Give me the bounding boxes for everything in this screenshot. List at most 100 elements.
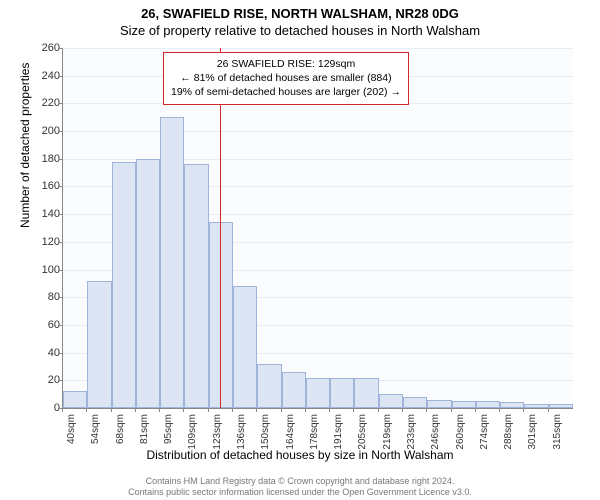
y-tick-label: 40 <box>30 347 60 359</box>
histogram-bar <box>354 378 378 408</box>
y-tick-mark <box>58 76 62 77</box>
y-tick-mark <box>58 48 62 49</box>
histogram-bar <box>160 117 184 408</box>
y-tick-label: 160 <box>30 180 60 192</box>
histogram-bar <box>184 164 208 408</box>
x-tick-label: 109sqm <box>187 414 198 452</box>
histogram-bar <box>330 378 354 408</box>
y-tick-label: 100 <box>30 264 60 276</box>
x-tick-label: 274sqm <box>479 414 490 452</box>
x-tick-mark <box>281 408 282 412</box>
y-tick-mark <box>58 325 62 326</box>
x-tick-mark <box>499 408 500 412</box>
histogram-bar <box>427 400 451 408</box>
chart-title-address: 26, SWAFIELD RISE, NORTH WALSHAM, NR28 0… <box>0 0 600 21</box>
y-tick-mark <box>58 186 62 187</box>
histogram-bar <box>476 401 500 408</box>
histogram-bar <box>87 281 111 408</box>
histogram-bar <box>379 394 403 408</box>
x-tick-mark <box>111 408 112 412</box>
x-tick-mark <box>159 408 160 412</box>
x-tick-label: 95sqm <box>163 414 174 452</box>
x-tick-label: 178sqm <box>309 414 320 452</box>
x-tick-mark <box>62 408 63 412</box>
y-tick-mark <box>58 380 62 381</box>
x-tick-label: 315sqm <box>552 414 563 452</box>
y-tick-mark <box>58 159 62 160</box>
x-tick-label: 164sqm <box>285 414 296 452</box>
y-tick-label: 140 <box>30 208 60 220</box>
x-tick-label: 68sqm <box>115 414 126 452</box>
y-tick-mark <box>58 353 62 354</box>
y-tick-mark <box>58 103 62 104</box>
y-tick-label: 60 <box>30 319 60 331</box>
x-tick-mark <box>256 408 257 412</box>
x-tick-label: 123sqm <box>212 414 223 452</box>
gridline <box>63 131 573 132</box>
y-tick-label: 0 <box>30 402 60 414</box>
footer-attribution: Contains HM Land Registry data © Crown c… <box>0 476 600 499</box>
x-tick-label: 260sqm <box>455 414 466 452</box>
x-tick-mark <box>523 408 524 412</box>
y-tick-mark <box>58 131 62 132</box>
histogram-bar <box>233 286 257 408</box>
y-tick-label: 180 <box>30 153 60 165</box>
x-tick-mark <box>402 408 403 412</box>
histogram-bar <box>403 397 427 408</box>
histogram-bar <box>452 401 476 408</box>
x-tick-mark <box>329 408 330 412</box>
histogram-bar <box>63 391 87 408</box>
x-tick-mark <box>353 408 354 412</box>
y-tick-label: 80 <box>30 291 60 303</box>
annotation-line: ← 81% of detached houses are smaller (88… <box>171 71 401 85</box>
x-tick-label: 54sqm <box>90 414 101 452</box>
x-tick-label: 81sqm <box>139 414 150 452</box>
y-tick-label: 260 <box>30 42 60 54</box>
histogram-bar <box>282 372 306 408</box>
y-tick-mark <box>58 270 62 271</box>
histogram-bar <box>524 404 548 408</box>
y-tick-label: 220 <box>30 97 60 109</box>
gridline <box>63 48 573 49</box>
x-tick-label: 246sqm <box>430 414 441 452</box>
x-tick-mark <box>451 408 452 412</box>
histogram-bar <box>549 404 573 408</box>
annotation-line: 26 SWAFIELD RISE: 129sqm <box>171 57 401 71</box>
x-tick-mark <box>475 408 476 412</box>
histogram-bar <box>306 378 330 408</box>
x-tick-mark <box>378 408 379 412</box>
annotation-box: 26 SWAFIELD RISE: 129sqm← 81% of detache… <box>163 52 409 105</box>
x-tick-mark <box>305 408 306 412</box>
y-tick-label: 200 <box>30 125 60 137</box>
footer-line-1: Contains HM Land Registry data © Crown c… <box>0 476 600 487</box>
x-tick-label: 191sqm <box>333 414 344 452</box>
histogram-bar <box>500 402 524 408</box>
histogram-bar <box>112 162 136 408</box>
x-tick-label: 288sqm <box>503 414 514 452</box>
x-tick-label: 219sqm <box>382 414 393 452</box>
x-tick-mark <box>548 408 549 412</box>
plot-area: 26 SWAFIELD RISE: 129sqm← 81% of detache… <box>62 48 573 409</box>
y-tick-label: 20 <box>30 374 60 386</box>
x-tick-mark <box>232 408 233 412</box>
x-tick-label: 301sqm <box>527 414 538 452</box>
y-tick-mark <box>58 214 62 215</box>
y-tick-label: 120 <box>30 236 60 248</box>
x-tick-label: 136sqm <box>236 414 247 452</box>
chart-container: 26, SWAFIELD RISE, NORTH WALSHAM, NR28 0… <box>0 0 600 500</box>
y-tick-label: 240 <box>30 70 60 82</box>
x-tick-mark <box>135 408 136 412</box>
y-axis-label: Number of detached properties <box>18 63 32 228</box>
annotation-line: 19% of semi-detached houses are larger (… <box>171 85 401 99</box>
y-tick-mark <box>58 242 62 243</box>
x-tick-label: 233sqm <box>406 414 417 452</box>
x-tick-mark <box>208 408 209 412</box>
footer-line-2: Contains public sector information licen… <box>0 487 600 498</box>
x-tick-label: 150sqm <box>260 414 271 452</box>
histogram-bar <box>136 159 160 408</box>
x-tick-label: 40sqm <box>66 414 77 452</box>
x-tick-mark <box>183 408 184 412</box>
x-tick-mark <box>426 408 427 412</box>
y-tick-mark <box>58 297 62 298</box>
histogram-bar <box>257 364 281 408</box>
